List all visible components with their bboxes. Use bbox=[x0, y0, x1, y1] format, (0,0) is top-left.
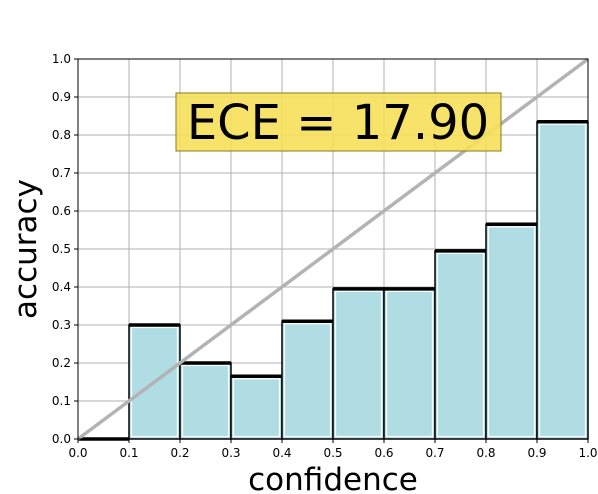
y-tick-label-5: 0.5 bbox=[52, 242, 71, 256]
y-tick-label-0: 0.0 bbox=[52, 432, 71, 446]
y-axis-label: accuracy bbox=[8, 179, 44, 319]
y-tick-label-6: 0.6 bbox=[52, 204, 71, 218]
bar-8 bbox=[485, 222, 538, 440]
bar-fill-2 bbox=[179, 362, 232, 440]
bar-3 bbox=[230, 374, 283, 440]
y-tick-label-4: 0.4 bbox=[52, 280, 71, 294]
bar-inner-edge-9 bbox=[538, 123, 587, 438]
bar-4 bbox=[281, 319, 334, 440]
bar-2 bbox=[179, 361, 232, 440]
bar-fill-3 bbox=[230, 375, 283, 440]
perfect-calibration-line bbox=[76, 57, 590, 441]
bar-fill-8 bbox=[485, 223, 538, 440]
x-tick-label-3: 0.3 bbox=[221, 446, 240, 460]
bar-fill-5 bbox=[332, 288, 385, 440]
x-tick-label-4: 0.4 bbox=[272, 446, 291, 460]
ece-annotation: ECE = 17.90 bbox=[175, 92, 502, 152]
bar-inner-edge-3 bbox=[232, 378, 281, 438]
x-tick-label-0: 0.0 bbox=[68, 446, 87, 460]
bar-fill-4 bbox=[281, 320, 334, 440]
x-tick-label-7: 0.7 bbox=[425, 446, 444, 460]
x-tick-label-10: 1.0 bbox=[578, 446, 597, 460]
bar-inner-edge-8 bbox=[487, 226, 536, 438]
bar-5 bbox=[332, 287, 385, 440]
y-tick-label-1: 0.1 bbox=[52, 394, 71, 408]
y-tick-label-2: 0.2 bbox=[52, 356, 71, 370]
bar-inner-edge-2 bbox=[181, 364, 230, 438]
ece-box bbox=[175, 92, 502, 152]
bar-fill-6 bbox=[383, 288, 436, 440]
bar-inner-edge-4 bbox=[283, 323, 332, 438]
y-tick-label-3: 0.3 bbox=[52, 318, 71, 332]
x-tick-label-1: 0.1 bbox=[119, 446, 138, 460]
bar-inner-edge-6 bbox=[385, 290, 434, 438]
y-axis-ticks: 0.0 0.1 0.2 0.3 0.4 0.5 0.6 0.7 0.8 0.9 1.0 bbox=[52, 52, 78, 446]
x-tick-label-5: 0.5 bbox=[323, 446, 342, 460]
bar-fill-9 bbox=[536, 120, 589, 440]
y-tick-label-8: 0.8 bbox=[52, 128, 71, 142]
bar-7 bbox=[434, 249, 487, 440]
y-tick-label-10: 1.0 bbox=[52, 52, 71, 66]
x-tick-label-8: 0.8 bbox=[476, 446, 495, 460]
x-tick-label-9: 0.9 bbox=[527, 446, 546, 460]
x-axis-label: confidence bbox=[248, 462, 418, 494]
bar-inner-edge-1 bbox=[130, 326, 179, 438]
x-tick-label-2: 0.2 bbox=[170, 446, 189, 460]
bar-inner-edge-7 bbox=[436, 252, 485, 438]
bar-inner-edge-5 bbox=[334, 290, 383, 438]
x-axis-ticks: 0.0 0.1 0.2 0.3 0.4 0.5 0.6 0.7 0.8 0.9 1.0 bbox=[68, 439, 598, 460]
bar-9 bbox=[536, 119, 589, 440]
x-tick-label-6: 0.6 bbox=[374, 446, 393, 460]
y-tick-label-9: 0.9 bbox=[52, 90, 71, 104]
bar-fill-7 bbox=[434, 250, 487, 440]
y-tick-label-7: 0.7 bbox=[52, 166, 71, 180]
ece-label: ECE = 17.90 bbox=[187, 95, 489, 151]
bar-6 bbox=[383, 287, 436, 440]
